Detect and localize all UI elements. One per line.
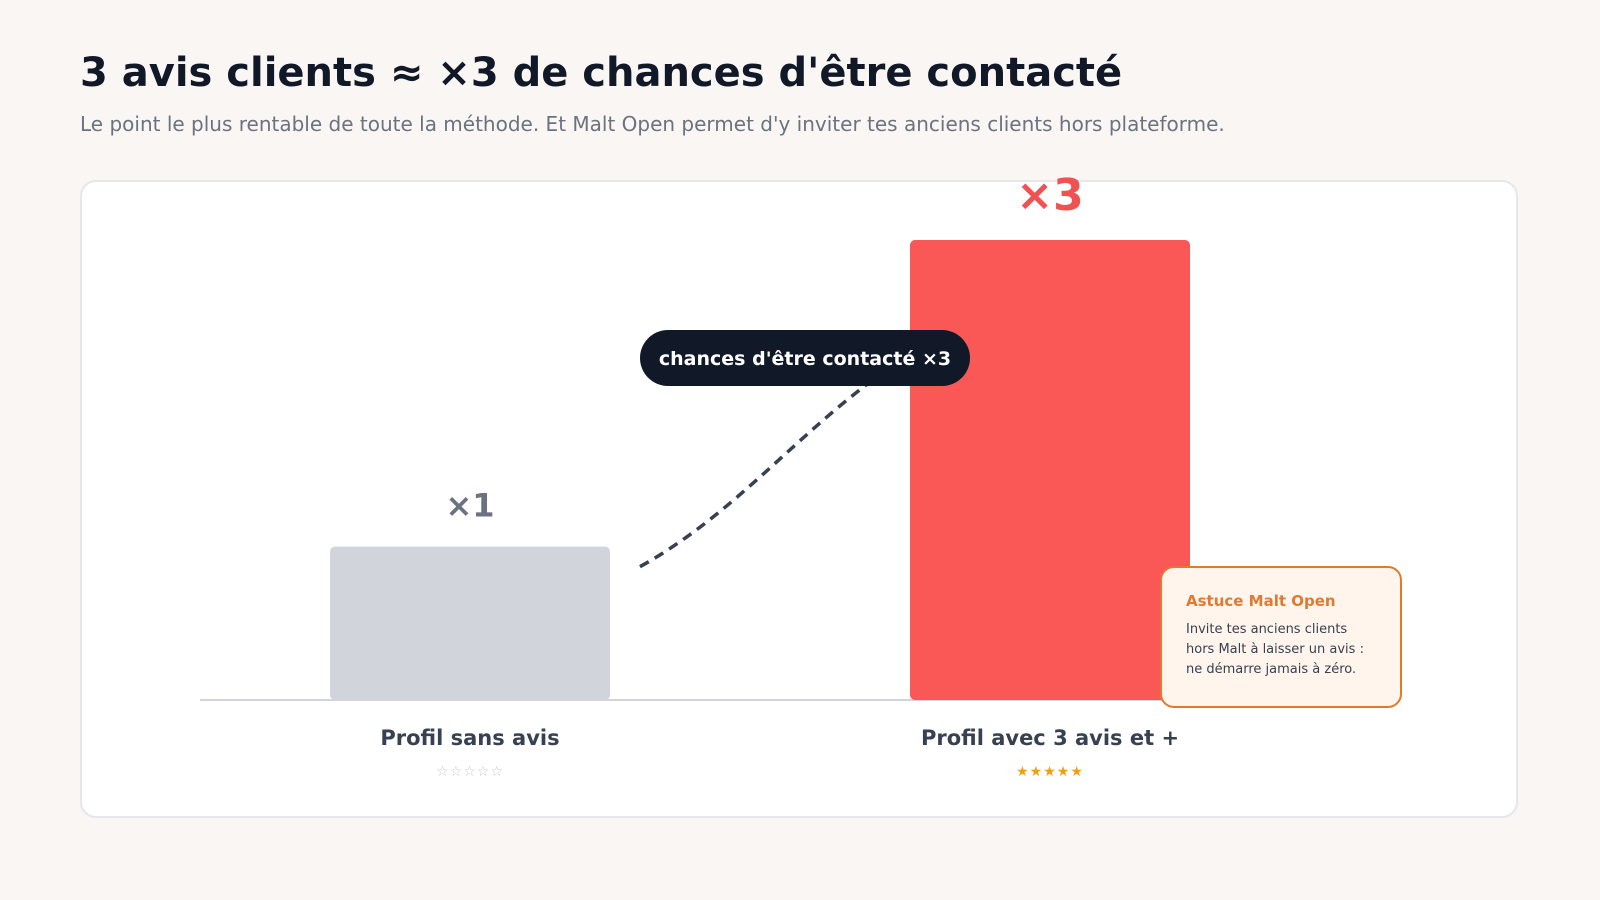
bar-value-label-1: ×1 — [445, 487, 494, 525]
chart-card — [80, 180, 1518, 818]
rating-stars-2: ★★★★★ — [1016, 764, 1084, 780]
page-subtitle: Le point le plus rentable de toute la mé… — [80, 112, 1225, 136]
annotation-pill-text: chances d'être contacté ×3 — [659, 348, 951, 370]
rating-stars-1: ☆☆☆☆☆ — [436, 764, 504, 780]
bar-1 — [330, 546, 610, 700]
bar-value-label-2: ×3 — [1016, 170, 1083, 221]
tip-title: Astuce Malt Open — [1186, 592, 1336, 610]
tip-callout: Astuce Malt Open Invite tes anciens clie… — [1160, 566, 1402, 708]
category-label-2: Profil avec 3 avis et + — [921, 726, 1179, 750]
annotation-pill-background — [640, 330, 970, 386]
tip-text: Invite tes anciens clients hors Malt à l… — [1186, 622, 1364, 677]
bar-2 — [910, 240, 1190, 700]
trend-arrow — [639, 380, 872, 569]
annotation-pill: chances d'être contacté ×3 — [640, 330, 970, 386]
page-title: 3 avis clients ≈ ×3 de chances d'être co… — [80, 50, 1123, 96]
category-label-1: Profil sans avis — [380, 726, 559, 750]
